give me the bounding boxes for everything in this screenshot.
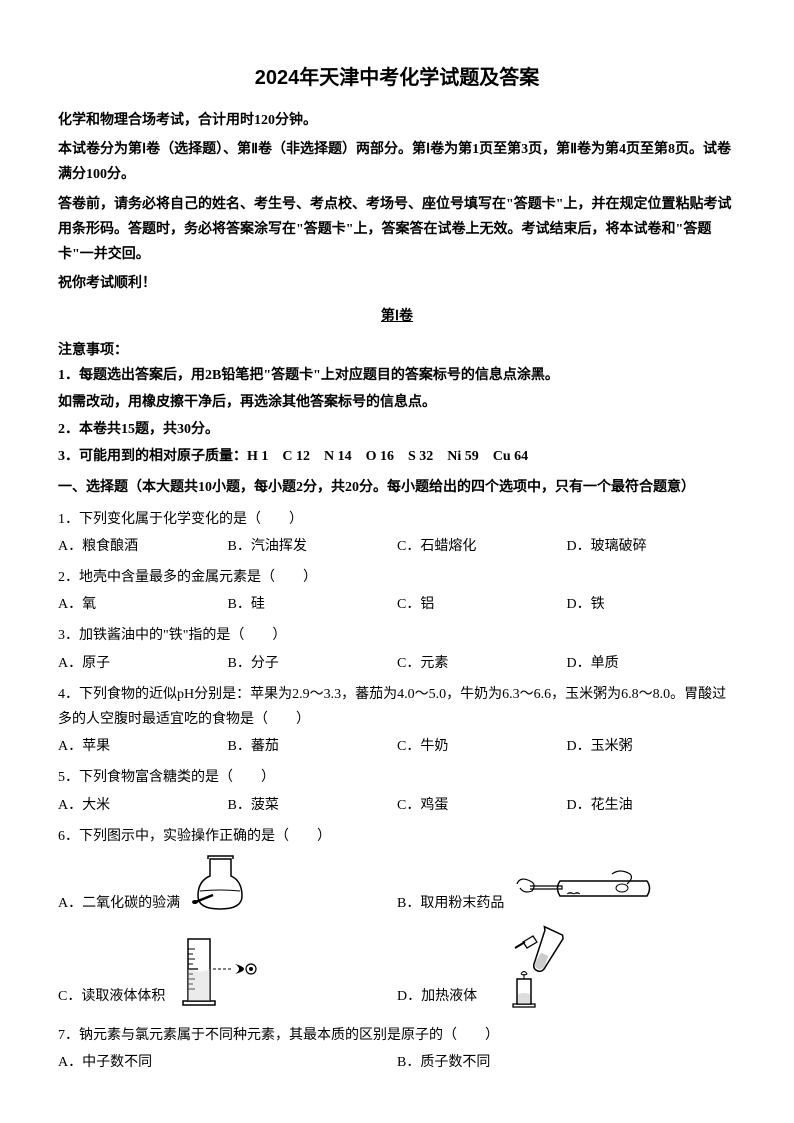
heating-liquid-icon: [485, 924, 595, 1009]
page-title: 2024年天津中考化学试题及答案: [58, 60, 736, 96]
question-3: 3．加铁酱油中的"铁"指的是（ ） A．原子 B．分子 C．元素 D．单质: [58, 623, 736, 675]
q2-option-b: B．硅: [228, 592, 398, 617]
instruction-2: 本试卷分为第Ⅰ卷（选择题）、第Ⅱ卷（非选择题）两部分。第Ⅰ卷为第1页至第3页，第…: [58, 137, 736, 187]
instruction-3: 答卷前，请务必将自己的姓名、考生号、考点校、考场号、座位号填写在"答题卡"上，并…: [58, 192, 736, 268]
notice-item-3: 3．可能用到的相对原子质量：H 1 C 12 N 14 O 16 S 32 Ni…: [58, 444, 736, 469]
q5-option-c: C．鸡蛋: [397, 793, 567, 818]
part1-title: 一、选择题（本大题共10小题，每小题2分，共20分。每小题给出的四个选项中，只有…: [58, 475, 736, 500]
q4-options: A．苹果 B．蕃茄 C．牛奶 D．玉米粥: [58, 734, 736, 759]
q4-option-d: D．玉米粥: [567, 734, 737, 759]
q2-options: A．氧 B．硅 C．铝 D．铁: [58, 592, 736, 617]
q3-option-c: C．元素: [397, 651, 567, 676]
q5-options: A．大米 B．菠菜 C．鸡蛋 D．花生油: [58, 793, 736, 818]
notice-title: 注意事项：: [58, 338, 736, 363]
q7-option-b: B．质子数不同: [397, 1050, 736, 1075]
graduated-cylinder-icon: [173, 934, 263, 1009]
q1-option-a: A．粮食酿酒: [58, 534, 228, 559]
question-4: 4．下列食物的近似pH分别是：苹果为2.9～3.3，蕃茄为4.0～5.0，牛奶为…: [58, 682, 736, 760]
q2-option-a: A．氧: [58, 592, 228, 617]
q7-options: A．中子数不同 B．质子数不同: [58, 1050, 736, 1075]
q6-image-options: A．二氧化碳的验满 B．取用粉末药品: [58, 851, 736, 1017]
question-7: 7．钠元素与氯元素属于不同种元素，其最本质的区别是原子的（ ） A．中子数不同 …: [58, 1023, 736, 1075]
q5-option-b: B．菠菜: [228, 793, 398, 818]
q6-option-b: B．取用粉末药品: [397, 866, 736, 916]
q6-option-c: C．读取液体体积: [58, 934, 397, 1009]
notice-item-2: 2．本卷共15题，共30分。: [58, 417, 736, 442]
q3-option-b: B．分子: [228, 651, 398, 676]
q6-a-label: A．二氧化碳的验满: [58, 891, 180, 916]
q6-b-label: B．取用粉末药品: [397, 891, 504, 916]
question-6: 6．下列图示中，实验操作正确的是（ ） A．二氧化碳的验满 B．取用粉末药品: [58, 824, 736, 1017]
question-2: 2．地壳中含量最多的金属元素是（ ） A．氧 B．硅 C．铝 D．铁: [58, 565, 736, 617]
q1-option-d: D．玻璃破碎: [567, 534, 737, 559]
q4-option-c: C．牛奶: [397, 734, 567, 759]
q4-text: 4．下列食物的近似pH分别是：苹果为2.9～3.3，蕃茄为4.0～5.0，牛奶为…: [58, 682, 736, 732]
test-tube-powder-icon: [512, 866, 652, 916]
q6-option-d: D．加热液体: [397, 924, 736, 1009]
q5-option-a: A．大米: [58, 793, 228, 818]
q2-option-d: D．铁: [567, 592, 737, 617]
q4-option-b: B．蕃茄: [228, 734, 398, 759]
q1-option-c: C．石蜡熔化: [397, 534, 567, 559]
q3-option-a: A．原子: [58, 651, 228, 676]
q5-option-d: D．花生油: [567, 793, 737, 818]
q6-d-label: D．加热液体: [397, 984, 477, 1009]
notice-item-1: 1．每题选出答案后，用2B铅笔把"答题卡"上对应题目的答案标号的信息点涂黑。: [58, 363, 736, 388]
notice-item-1b: 如需改动，用橡皮擦干净后，再选涂其他答案标号的信息点。: [58, 390, 736, 415]
instruction-4: 祝你考试顺利！: [58, 271, 736, 296]
q1-options: A．粮食酿酒 B．汽油挥发 C．石蜡熔化 D．玻璃破碎: [58, 534, 736, 559]
q6-option-a: A．二氧化碳的验满: [58, 851, 397, 916]
q6-text: 6．下列图示中，实验操作正确的是（ ）: [58, 824, 736, 849]
q6-c-label: C．读取液体体积: [58, 984, 165, 1009]
q2-text: 2．地壳中含量最多的金属元素是（ ）: [58, 565, 736, 590]
instruction-1: 化学和物理合场考试，合计用时120分钟。: [58, 108, 736, 133]
q7-text: 7．钠元素与氯元素属于不同种元素，其最本质的区别是原子的（ ）: [58, 1023, 736, 1048]
q1-text: 1．下列变化属于化学变化的是（ ）: [58, 507, 736, 532]
question-1: 1．下列变化属于化学变化的是（ ） A．粮食酿酒 B．汽油挥发 C．石蜡熔化 D…: [58, 507, 736, 559]
q2-option-c: C．铝: [397, 592, 567, 617]
q1-option-b: B．汽油挥发: [228, 534, 398, 559]
q4-option-a: A．苹果: [58, 734, 228, 759]
q5-text: 5．下列食物富含糖类的是（ ）: [58, 765, 736, 790]
q3-text: 3．加铁酱油中的"铁"指的是（ ）: [58, 623, 736, 648]
q3-options: A．原子 B．分子 C．元素 D．单质: [58, 651, 736, 676]
flask-diagram-icon: [188, 851, 258, 916]
q7-option-a: A．中子数不同: [58, 1050, 397, 1075]
q3-option-d: D．单质: [567, 651, 737, 676]
section-1-header: 第Ⅰ卷: [58, 304, 736, 329]
question-5: 5．下列食物富含糖类的是（ ） A．大米 B．菠菜 C．鸡蛋 D．花生油: [58, 765, 736, 817]
